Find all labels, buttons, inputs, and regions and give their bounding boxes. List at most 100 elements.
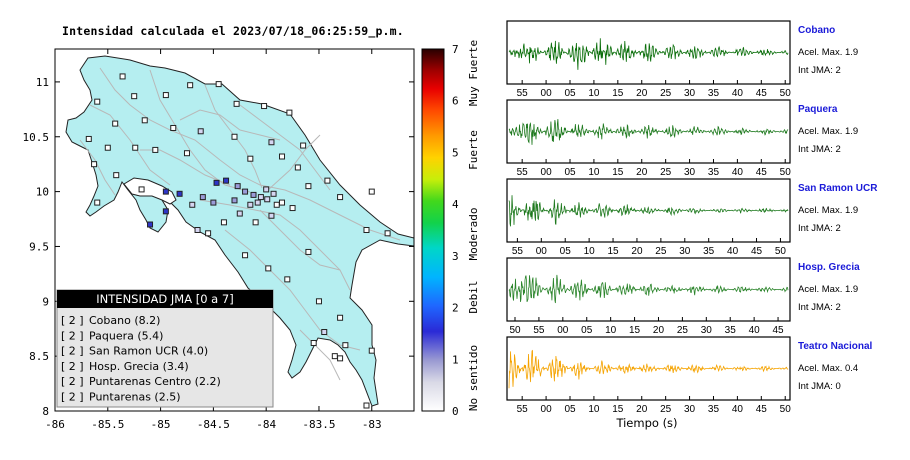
station-marker [113,172,120,179]
station-marker [215,81,222,88]
waveform-tick-label: 20 [636,167,648,178]
legend-item-label: Puntarenas (2.5) [89,391,181,404]
waveform-tick-label: 50 [780,88,792,99]
station-marker [170,124,177,131]
station-marker [247,201,254,208]
costa-rica-landmass [65,55,414,407]
station-marker [138,186,145,193]
waveform-tick-label: 40 [749,325,761,336]
colorbar-gradient [421,48,445,412]
waveform-tick-label: 10 [588,88,600,99]
map-y-tick-label: 8 [42,405,49,418]
station-marker [231,133,238,140]
colorbar-tick-label: 6 [452,95,459,108]
waveform-tick-label: 10 [584,246,596,257]
legend-item-label: Puntarenas Centro (2.2) [89,375,221,388]
station-marker [321,329,328,336]
waveform-tick-label: 50 [509,325,521,336]
station-marker [252,219,259,226]
map-y-tick-label: 9 [42,295,49,308]
station-marker [112,120,119,127]
waveform-panel: 55 00 05 10 15 20 25 30 35 40 45 50 Paquera Acel. Max… [506,99,858,178]
waveform-tick-label: 00 [541,404,553,415]
waveform-station-name: Cobano [798,25,835,36]
colorbar-category-label: Debil [467,280,480,313]
station-marker [250,191,257,198]
station-marker [187,82,194,89]
map-title: Intensidad calculada el 2023/07/18_06:25… [62,24,404,38]
intensity-legend: INTENSIDAD JMA [0 a 7] [ 2 ] Cobano (8.2)… [56,289,274,408]
gulf-of-nicoya [123,177,177,205]
station-marker [231,197,238,204]
waveform-tick-label: 45 [756,88,768,99]
station-marker [254,199,261,206]
waveform-station-name: Teatro Nacional [798,341,872,352]
station-marker [132,144,139,151]
legend-item-level: [ 2 ] [61,314,84,327]
colorbar-tick-label: 4 [452,198,459,211]
colorbar-category-label: Fuerte [467,130,480,170]
waveform-xlabel: Tiempo (s) [615,416,677,430]
station-marker [194,227,201,233]
map-y-tick-label: 9.5 [29,240,49,253]
waveform-tick-label: 05 [564,404,576,415]
waveform-tick-label: 30 [701,325,713,336]
waveform-jma-intensity: Int JMA: 2 [798,65,841,76]
station-marker [279,153,286,160]
station-marker [85,135,92,142]
map-y-tick-label: 8.5 [29,350,49,363]
station-marker [162,188,169,195]
waveform-tick-label: 55 [517,167,529,178]
waveform-tick-label: 30 [684,404,696,415]
station-marker [324,177,331,184]
waveform-tick-label: 35 [708,404,720,415]
waveform-tick-label: 10 [605,325,617,336]
map-y-tick-label: 11 [36,76,49,89]
waveform-trace [508,119,789,145]
waveform-panels: 55 00 05 10 15 20 25 30 35 40 45 50 Cobano Acel. Max.… [506,20,878,415]
station-marker [233,100,240,107]
station-marker [213,179,220,186]
station-marker [205,230,212,237]
waveform-tick-label: 00 [541,88,553,99]
station-marker [368,188,375,195]
waveform-panel: 55 00 05 10 15 20 25 30 35 40 45 50 San Ramon UCR Ace… [506,178,878,257]
waveform-tick-label: 05 [581,325,593,336]
station-marker [242,252,249,259]
waveform-tick-label: 40 [727,246,739,257]
waveform-tick-label: 30 [679,246,691,257]
waveform-accel-max: Acel. Max. 1.9 [798,126,858,137]
station-marker [197,128,204,135]
map-x-tick-label: -83 [362,418,382,431]
map-x-tick-label: -85.5 [91,418,124,431]
waveform-tick-label: 40 [732,404,744,415]
map-x-tick-label: -84.5 [197,418,230,431]
waveform-tick-label: 25 [677,325,689,336]
station-marker [141,117,148,124]
waveform-trace [508,274,789,304]
legend-item-label: San Ramon UCR (4.0) [89,345,208,358]
waveform-tick-label: 35 [725,325,737,336]
station-marker [337,314,344,321]
colorbar-category-label: Moderado [467,208,480,261]
waveform-tick-label: 25 [660,167,672,178]
station-marker [162,208,169,215]
waveform-tick-label: 00 [536,246,548,257]
station-marker [94,98,101,105]
station-marker [315,298,322,305]
waveform-tick-label: 30 [684,167,696,178]
station-marker [331,353,338,360]
waveform-accel-max: Acel. Max. 1.9 [798,205,858,216]
waveform-accel-max: Acel. Max. 0.4 [798,363,858,374]
station-marker [257,194,264,201]
map-y-tick-label: 10 [36,186,49,199]
station-marker [152,146,159,153]
station-marker [368,347,375,354]
waveform-jma-intensity: Int JMA: 0 [798,381,841,392]
colorbar-tick-label: 7 [452,43,459,56]
waveform-tick-label: 20 [631,246,643,257]
colorbar-tick-label: 3 [452,250,459,263]
waveform-tick-label: 15 [612,88,624,99]
legend-item-label: Paquera (5.4) [89,329,163,342]
station-marker [119,73,126,80]
